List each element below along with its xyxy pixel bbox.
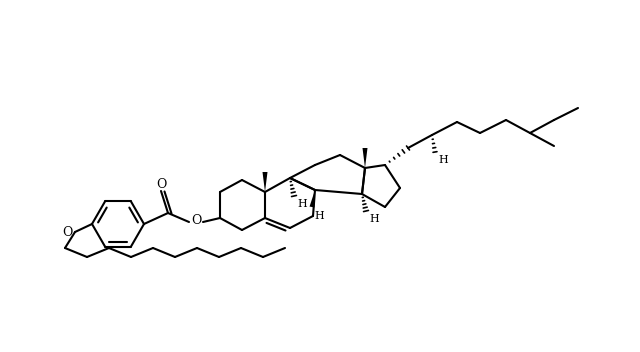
Text: H: H [369,214,379,224]
Text: O: O [62,226,72,239]
Text: H: H [314,211,324,221]
Polygon shape [310,190,315,207]
Polygon shape [262,172,268,192]
Text: H: H [438,155,448,165]
Text: O: O [191,214,201,226]
Text: H: H [297,199,307,209]
Text: O: O [156,177,166,190]
Polygon shape [362,148,367,168]
